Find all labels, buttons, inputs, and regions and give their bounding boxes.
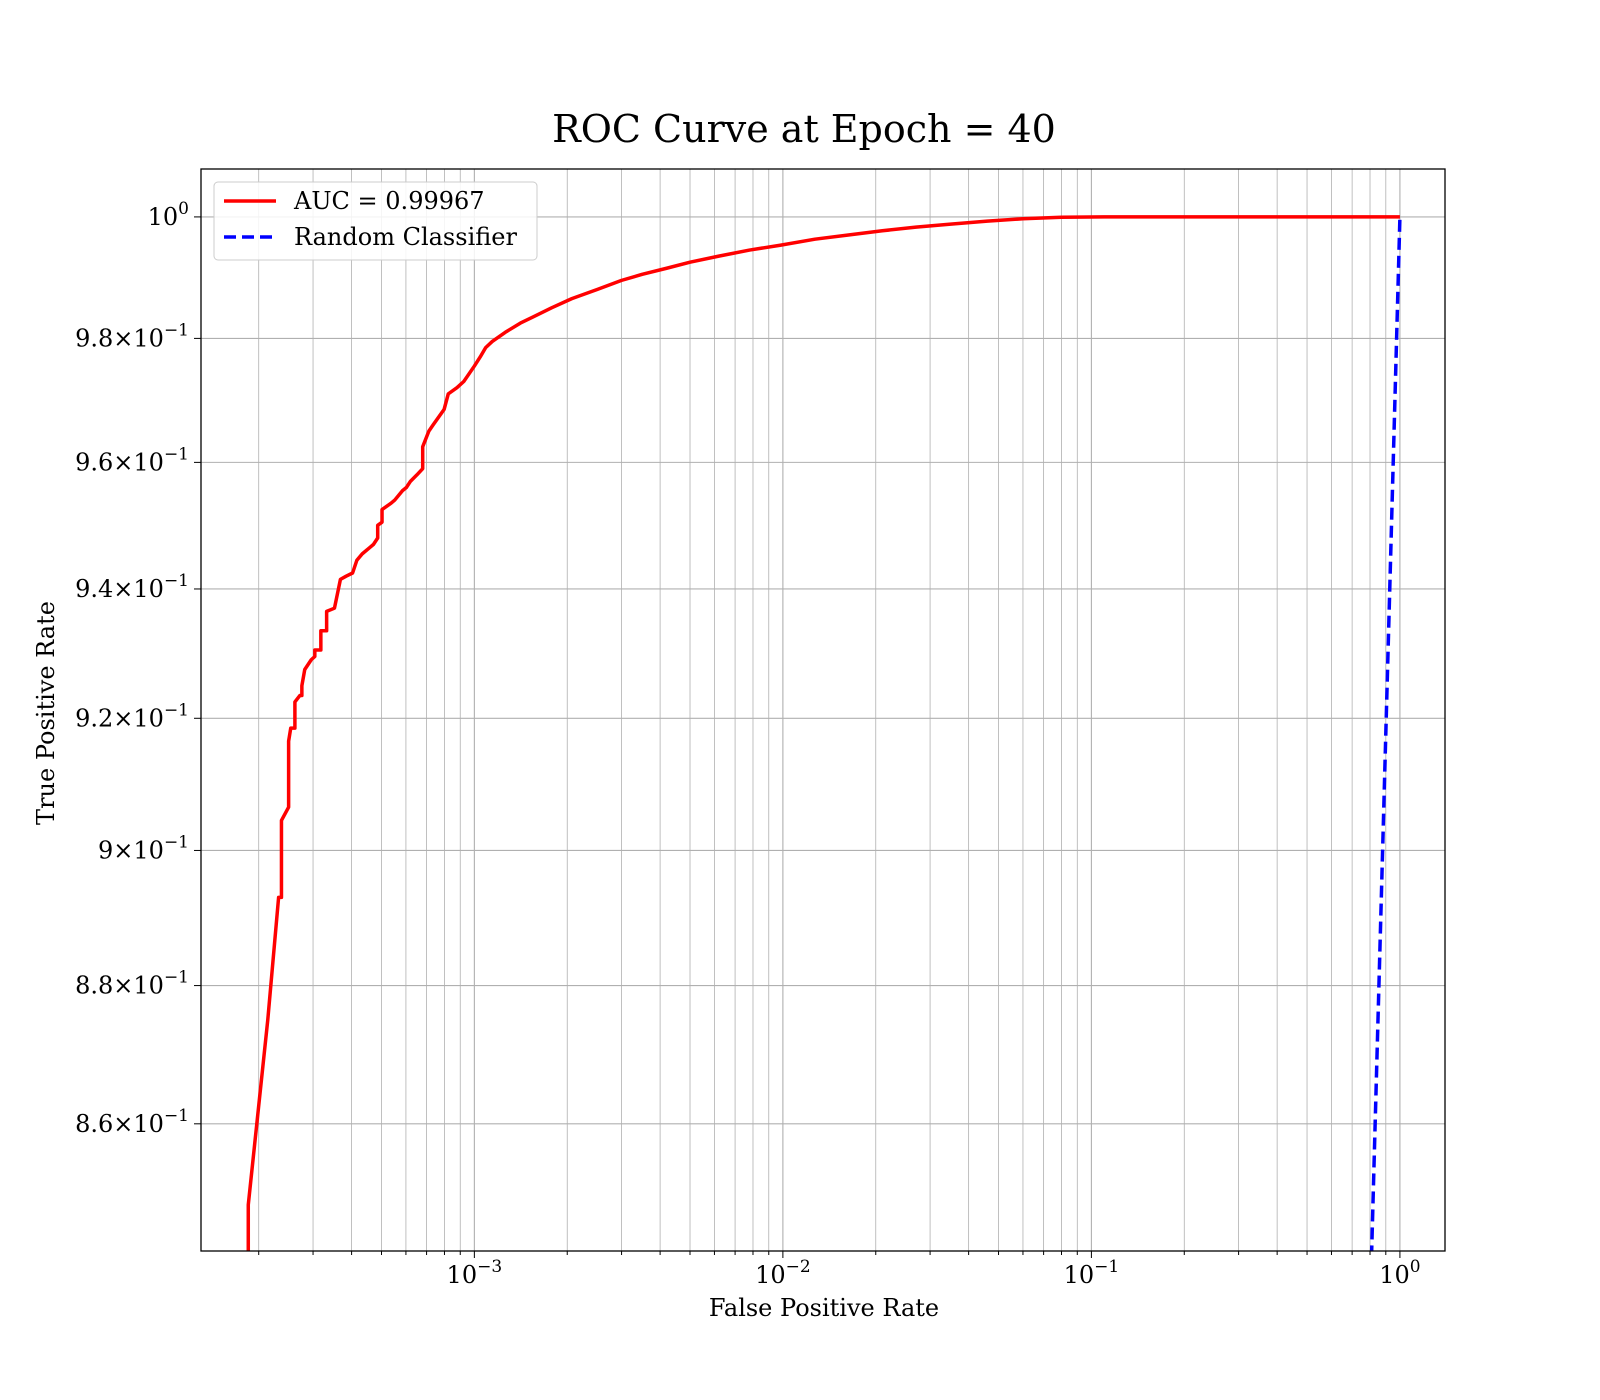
y-axis-label: True Positive Rate — [32, 601, 60, 825]
y-tick-label: 9.2×10−1 — [75, 700, 189, 732]
plot-frame — [200, 168, 1446, 1252]
y-tick-label: 9.4×10−1 — [75, 571, 189, 603]
y-tick-label: 9×10−1 — [98, 832, 189, 864]
plot-series — [246, 215, 1402, 1251]
y-tick-label: 8.8×10−1 — [75, 968, 189, 1000]
y-tick-label: 9.8×10−1 — [75, 320, 189, 352]
y-tick-label: 9.6×10−1 — [75, 444, 189, 476]
axis-ticks: 10−3 10−2 10−1 100 8.6×10−1 8.8×10−1 9×10−1 9.2… — [75, 199, 1420, 1289]
legend-box — [213, 181, 538, 261]
y-tick-label: 8.6×10−1 — [75, 1106, 189, 1138]
legend-label: AUC = 0.99967 — [293, 187, 485, 215]
legend-label: Random Classifier — [294, 223, 517, 251]
x-tick-label: 100 — [1379, 1257, 1420, 1289]
series-line-random — [1369, 216, 1402, 1251]
chart-title: ROC Curve at Epoch = 40 — [552, 107, 1056, 151]
x-tick-label: 10−3 — [447, 1257, 503, 1289]
x-axis-label: False Positive Rate — [709, 1294, 939, 1322]
grid-lines — [201, 169, 1445, 1251]
y-tick-label: 100 — [148, 199, 189, 231]
x-tick-label: 10−2 — [755, 1257, 811, 1289]
series-line-roc — [246, 215, 1400, 1251]
legend: AUC = 0.99967 Random Classifier — [213, 181, 538, 261]
x-tick-label: 10−1 — [1064, 1257, 1120, 1289]
